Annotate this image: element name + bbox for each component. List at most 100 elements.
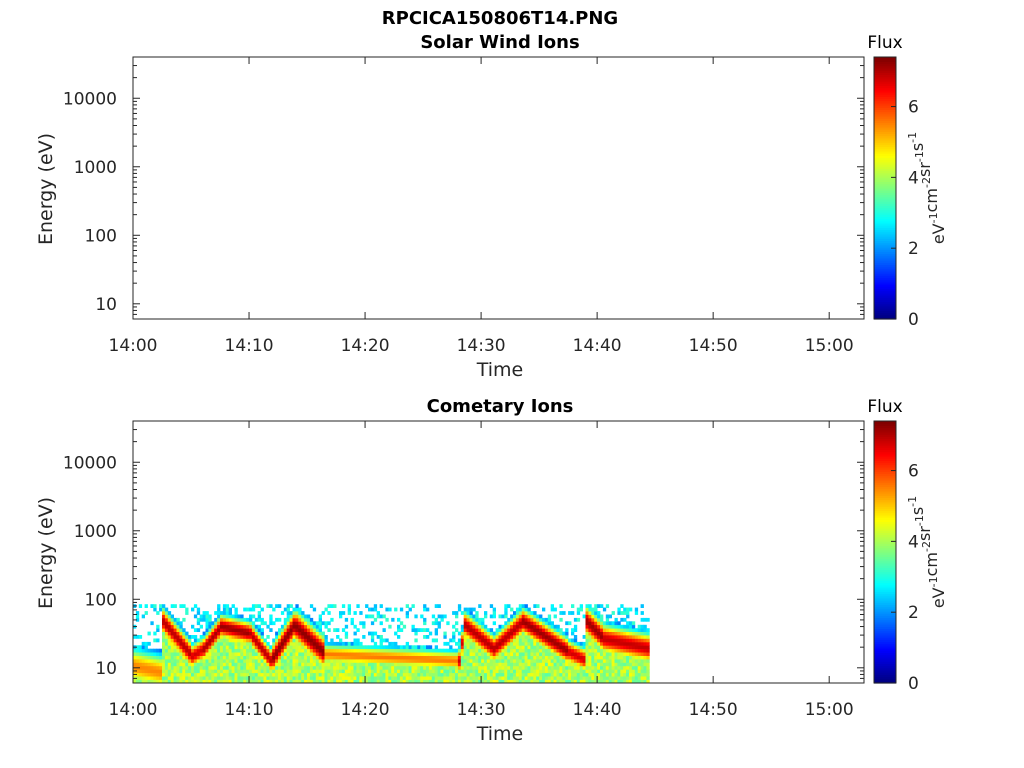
spectrogram-cell <box>501 652 505 656</box>
spectrogram-cell <box>286 679 290 684</box>
spectrogram-cell <box>591 617 595 622</box>
spectrogram-cell <box>530 638 534 643</box>
spectrogram-cell <box>309 645 314 650</box>
spectrogram-cell <box>405 604 409 608</box>
unit-exponent: -1 <box>927 212 940 223</box>
spectrogram-cell <box>347 676 351 680</box>
x-tick-label: 15:00 <box>805 700 854 720</box>
spectrogram-cell <box>455 614 459 619</box>
spectrogram-cell <box>460 662 465 667</box>
spectrogram-cell <box>167 628 172 632</box>
spectrogram-cell <box>489 641 494 646</box>
colorbar-segment <box>874 87 896 91</box>
spectrogram-cell <box>350 641 354 646</box>
spectrogram-cell <box>254 655 259 660</box>
x-tick-label: 14:40 <box>573 336 622 356</box>
spectrogram-cell <box>156 652 160 656</box>
spectrogram-cell <box>521 645 525 650</box>
spectrogram-cell <box>280 665 285 670</box>
spectrogram-cell <box>550 672 554 677</box>
spectrogram-cell <box>550 607 554 612</box>
spectrogram-cell <box>527 659 531 663</box>
spectrogram-cell <box>307 645 311 650</box>
spectrogram-cell <box>533 648 537 653</box>
spectrogram-cell <box>318 641 322 646</box>
spectrogram-cell <box>315 638 320 643</box>
spectrogram-cell <box>304 631 308 636</box>
spectrogram-cell <box>591 631 595 636</box>
spectrogram-cell <box>164 638 169 643</box>
spectrogram-cell <box>634 648 639 653</box>
spectrogram-cell <box>185 648 189 653</box>
spectrogram-cell <box>640 628 644 632</box>
spectrogram-cell <box>251 607 256 612</box>
spectrogram-cell <box>370 655 375 660</box>
spectrogram-cell <box>339 662 343 667</box>
spectrogram-cell <box>634 607 639 612</box>
spectrogram-cell <box>513 614 517 619</box>
spectrogram-cell <box>498 662 502 667</box>
spectrogram-cell <box>254 628 259 632</box>
spectrogram-cell <box>576 641 581 646</box>
spectrogram-cell <box>478 662 482 667</box>
spectrogram-cell <box>295 604 299 608</box>
spectrogram-cell <box>295 648 299 653</box>
spectrogram-cell <box>260 638 264 643</box>
spectrogram-cell <box>275 631 279 636</box>
spectrogram-cell <box>283 659 288 663</box>
spectrogram-cell <box>347 655 351 660</box>
spectrogram-cell <box>504 652 508 656</box>
colorbar-segment <box>874 91 896 95</box>
spectrogram-cell <box>254 679 259 684</box>
spectrogram-cell <box>289 648 293 653</box>
spectrogram-cell <box>620 659 624 663</box>
spectrogram-cell <box>481 641 485 646</box>
spectrogram-cell <box>530 652 534 656</box>
colorbar-segment <box>874 89 896 93</box>
spectrogram-cell <box>420 665 424 670</box>
colorbar-segment <box>874 308 896 311</box>
spectrogram-cell <box>411 669 415 674</box>
colorbar-segment <box>874 453 896 457</box>
spectrogram-cell <box>222 607 227 612</box>
spectrogram-cell <box>608 652 612 656</box>
spectrogram-cell <box>188 669 192 674</box>
spectrogram-cell <box>507 628 511 632</box>
spectrogram-cell <box>620 652 624 656</box>
spectrogram-cell <box>211 628 215 632</box>
spectrogram-cell <box>237 669 241 674</box>
spectrogram-cell <box>144 659 148 663</box>
spectrogram-cell <box>443 676 447 680</box>
spectrogram-cell <box>614 621 618 626</box>
spectrogram-cell <box>524 676 528 680</box>
spectrogram-cell <box>202 676 206 680</box>
spectrogram-cell <box>243 655 247 660</box>
colorbar-segment <box>874 672 896 675</box>
spectrogram-cell <box>629 645 633 650</box>
spectrogram-cell <box>527 638 531 643</box>
spectrogram-cell <box>275 645 279 650</box>
spectrogram-cell <box>344 635 349 639</box>
spectrogram-cell <box>452 662 456 667</box>
spectrogram-cell <box>368 614 372 619</box>
spectrogram-cell <box>588 662 592 667</box>
spectrogram-cell <box>397 672 401 677</box>
spectrogram-cell <box>234 628 238 632</box>
spectrogram-cell <box>286 638 290 643</box>
spectrogram-cell <box>510 669 514 674</box>
spectrogram-cell <box>234 635 238 639</box>
colorbar-segment <box>874 192 896 196</box>
spectrogram-cell <box>640 638 644 643</box>
spectrogram-cell <box>623 665 627 670</box>
spectrogram-cell <box>240 669 244 674</box>
spectrogram-cell <box>556 679 560 684</box>
spectrogram-cell <box>405 676 409 680</box>
spectrogram-cell <box>176 662 180 667</box>
colorbar-segment <box>874 161 896 165</box>
spectrogram-cell <box>507 659 511 663</box>
spectrogram-cell <box>263 638 267 643</box>
spectrogram-cell <box>362 662 366 667</box>
spectrogram-cell <box>547 641 552 646</box>
spectrogram-cell <box>312 628 317 632</box>
spectrogram-cell <box>191 607 195 612</box>
